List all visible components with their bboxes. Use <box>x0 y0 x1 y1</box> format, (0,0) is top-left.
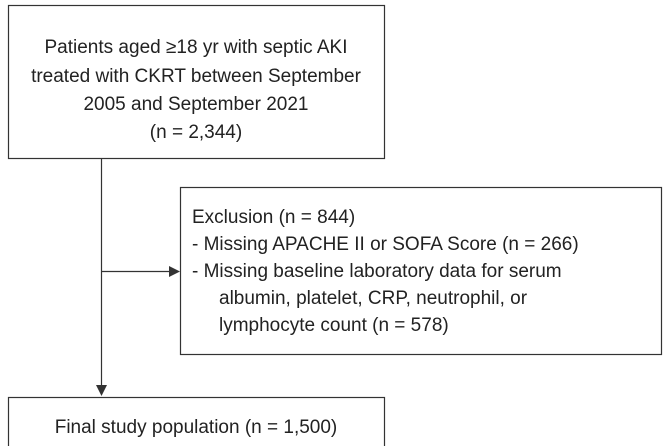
exclusion-line: albumin, platelet, CRP, neutrophil, or <box>219 288 528 309</box>
arrowhead <box>96 385 107 396</box>
exclusion-title: Exclusion (n = 844) <box>192 207 355 228</box>
source-line: Patients aged ≥18 yr with septic AKI <box>45 37 348 58</box>
source-line: (n = 2,344) <box>150 122 242 143</box>
source-line: treated with CKRT between September <box>31 66 362 87</box>
final-line: Final study population (n = 1,500) <box>55 417 338 438</box>
exclusion-line: - Missing APACHE II or SOFA Score (n = 2… <box>192 234 579 255</box>
exclusion-line: - Missing baseline laboratory data for s… <box>192 261 562 282</box>
source-box <box>7 4 386 160</box>
exclusion-box <box>179 186 663 356</box>
source-line: 2005 and September 2021 <box>83 94 308 115</box>
final-box <box>7 396 386 446</box>
arrowhead <box>169 266 180 277</box>
exclusion-line: lymphocyte count (n = 578) <box>219 315 449 336</box>
